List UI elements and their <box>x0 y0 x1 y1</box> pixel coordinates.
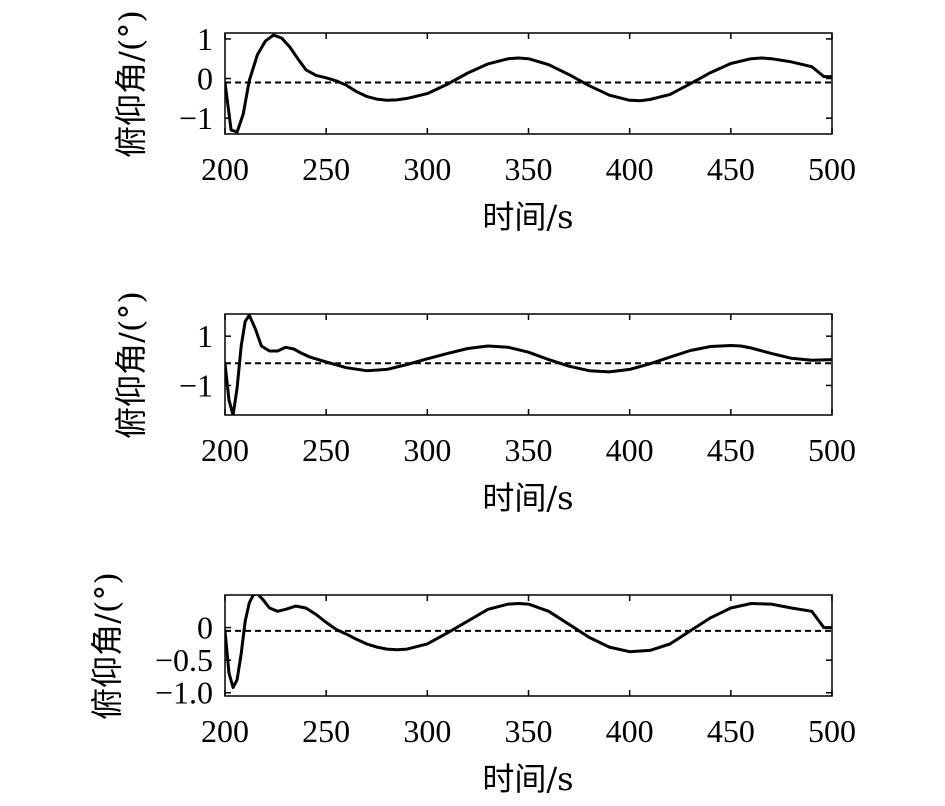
x-tick-label: 200 <box>201 713 249 749</box>
x-tick-label: 300 <box>403 151 451 187</box>
plot-area: 200 250 300 350 400 450 500 0−0.5−1.0 <box>155 594 856 749</box>
x-tick-label: 450 <box>707 151 755 187</box>
x-tick-label: 350 <box>505 151 553 187</box>
series-line <box>225 33 832 134</box>
x-tick-label: 400 <box>606 713 654 749</box>
x-tick-label: 200 <box>201 432 249 468</box>
x-axis-label: 时间/s <box>482 198 573 236</box>
x-tick-label: 500 <box>808 151 856 187</box>
y-tick-label: −1 <box>179 100 213 136</box>
series-line <box>225 595 832 689</box>
x-tick-label: 500 <box>808 713 856 749</box>
x-tick-label: 450 <box>707 432 755 468</box>
y-tick-label: −1 <box>179 367 213 403</box>
y-axis-label: 俯仰角/(°) <box>88 572 126 720</box>
x-axis-label: 时间/s <box>482 760 573 798</box>
x-tick-label: 350 <box>505 432 553 468</box>
x-tick-label: 400 <box>606 432 654 468</box>
x-tick-label: 450 <box>707 713 755 749</box>
x-axis-label: 时间/s <box>482 479 573 517</box>
y-tick-label: 0 <box>197 610 213 646</box>
y-tick-label: −0.5 <box>155 642 213 678</box>
x-tick-label: 250 <box>302 432 350 468</box>
y-tick-label: −1.0 <box>155 675 213 711</box>
y-tick-label: 0 <box>197 61 213 97</box>
plot-area: 200 250 300 350 400 450 500 1 0−1 <box>179 21 856 187</box>
x-tick-label: 350 <box>505 713 553 749</box>
series-line <box>225 314 832 415</box>
x-tick-label: 500 <box>808 432 856 468</box>
panel-2: 200 250 300 350 400 450 500 1 −1 时间/s 俯仰角/(°) <box>112 291 856 517</box>
x-tick-label: 300 <box>403 713 451 749</box>
y-tick-label: 1 <box>197 318 213 354</box>
x-tick-label: 250 <box>302 713 350 749</box>
x-tick-label: 250 <box>302 151 350 187</box>
x-tick-label: 400 <box>606 151 654 187</box>
y-axis-label: 俯仰角/(°) <box>112 291 150 439</box>
x-tick-label: 200 <box>201 151 249 187</box>
y-axis-label: 俯仰角/(°) <box>112 10 150 158</box>
y-tick-label: 1 <box>197 21 213 57</box>
plot-area: 200 250 300 350 400 450 500 1 −1 <box>179 313 856 468</box>
panel-1: 200 250 300 350 400 450 500 1 0−1 时间/s 俯仰角/(°) <box>112 10 856 236</box>
x-tick-label: 300 <box>403 432 451 468</box>
panel-3: 200 250 300 350 400 450 500 0−0.5−1.0 时间/s 俯仰角/… <box>88 572 856 798</box>
